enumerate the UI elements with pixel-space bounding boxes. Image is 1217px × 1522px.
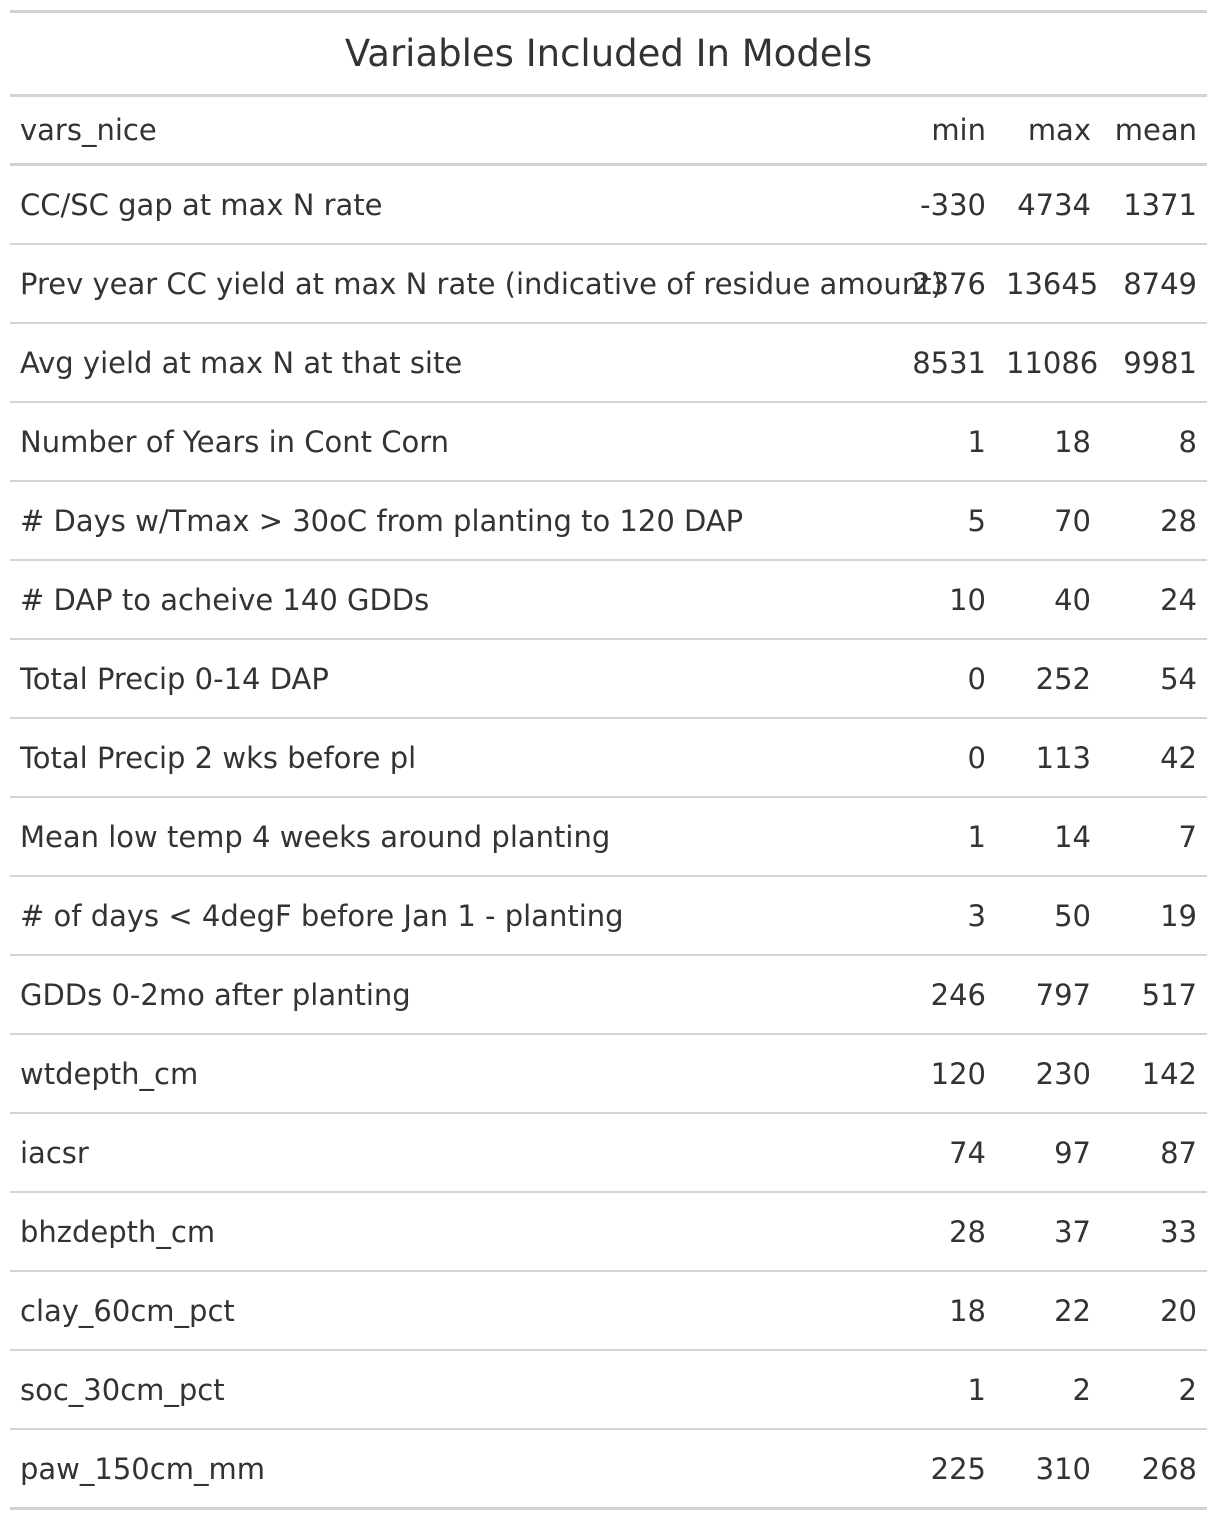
cell-vars-nice: soc_30cm_pct	[10, 1350, 910, 1430]
cell-min: 0	[910, 718, 996, 798]
cell-mean: 20	[1101, 1271, 1207, 1351]
data-table: vars_nice min max mean CC/SC gap at max …	[10, 97, 1207, 1510]
cell-mean: 517	[1101, 955, 1207, 1035]
cell-vars-nice: # DAP to acheive 140 GDDs	[10, 560, 910, 640]
cell-mean: 7	[1101, 797, 1207, 877]
cell-min: 225	[910, 1429, 996, 1510]
cell-mean: 24	[1101, 560, 1207, 640]
cell-max: 11086	[996, 323, 1101, 403]
table-row: Total Precip 0-14 DAP 0 252 54	[10, 639, 1207, 719]
table-row: soc_30cm_pct 1 2 2	[10, 1350, 1207, 1430]
cell-min: 8531	[910, 323, 996, 403]
cell-mean: 19	[1101, 876, 1207, 956]
cell-vars-nice: paw_150cm_mm	[10, 1429, 910, 1510]
cell-mean: 8749	[1101, 244, 1207, 324]
cell-vars-nice: Prev year CC yield at max N rate (indica…	[10, 244, 943, 324]
table-body: CC/SC gap at max N rate -330 4734 1371 Prev …	[10, 164, 1207, 1510]
cell-mean: 8	[1101, 402, 1207, 482]
cell-max: 22	[996, 1271, 1101, 1351]
cell-min: 2376	[910, 244, 996, 324]
table-row: # Days w/Tmax > 30oC from planting to 12…	[10, 481, 1207, 561]
cell-mean: 42	[1101, 718, 1207, 798]
cell-mean: 9981	[1101, 323, 1207, 403]
cell-vars-nice: bhzdepth_cm	[10, 1192, 910, 1272]
cell-mean: 87	[1101, 1113, 1207, 1193]
cell-vars-nice: # of days < 4degF before Jan 1 - plantin…	[10, 876, 910, 956]
table-row: Prev year CC yield at max N rate (indica…	[10, 244, 1207, 324]
cell-vars-nice: wtdepth_cm	[10, 1034, 910, 1114]
cell-max: 4734	[996, 164, 1101, 245]
cell-min: -330	[910, 164, 996, 245]
table-row: # DAP to acheive 140 GDDs 10 40 24	[10, 560, 1207, 640]
cell-vars-nice: Mean low temp 4 weeks around planting	[10, 797, 910, 877]
cell-vars-nice: Total Precip 0-14 DAP	[10, 639, 910, 719]
table-row: wtdepth_cm 120 230 142	[10, 1034, 1207, 1114]
table-row: Mean low temp 4 weeks around planting 1 14…	[10, 797, 1207, 877]
cell-max: 13645	[996, 244, 1101, 324]
cell-mean: 268	[1101, 1429, 1207, 1510]
cell-min: 28	[910, 1192, 996, 1272]
cell-min: 0	[910, 639, 996, 719]
cell-vars-nice: iacsr	[10, 1113, 910, 1193]
header-row: vars_nice min max mean	[10, 97, 1207, 166]
cell-mean: 54	[1101, 639, 1207, 719]
cell-max: 70	[996, 481, 1101, 561]
cell-max: 37	[996, 1192, 1101, 1272]
cell-mean: 142	[1101, 1034, 1207, 1114]
cell-min: 5	[910, 481, 996, 561]
cell-vars-nice: Total Precip 2 wks before pl	[10, 718, 910, 798]
cell-min: 1	[910, 797, 996, 877]
column-header-min: min	[910, 97, 996, 166]
cell-vars-nice: GDDs 0-2mo after planting	[10, 955, 910, 1035]
table-row: Number of Years in Cont Corn 1 18 8	[10, 402, 1207, 482]
cell-max: 40	[996, 560, 1101, 640]
cell-min: 120	[910, 1034, 996, 1114]
cell-min: 74	[910, 1113, 996, 1193]
table-row: clay_60cm_pct 18 22 20	[10, 1271, 1207, 1351]
cell-min: 246	[910, 955, 996, 1035]
variables-table: Variables Included In Models vars_nice m…	[10, 10, 1207, 1510]
table-row: GDDs 0-2mo after planting 246 797 517	[10, 955, 1207, 1035]
cell-max: 310	[996, 1429, 1101, 1510]
cell-vars-nice: CC/SC gap at max N rate	[10, 164, 910, 245]
cell-max: 97	[996, 1113, 1101, 1193]
cell-min: 1	[910, 402, 996, 482]
cell-vars-nice: Number of Years in Cont Corn	[10, 402, 910, 482]
cell-max: 230	[996, 1034, 1101, 1114]
cell-vars-nice: Avg yield at max N at that site	[10, 323, 910, 403]
table-row: iacsr 74 97 87	[10, 1113, 1207, 1193]
cell-max: 50	[996, 876, 1101, 956]
column-header-mean: mean	[1101, 97, 1207, 166]
cell-mean: 28	[1101, 481, 1207, 561]
cell-max: 14	[996, 797, 1101, 877]
cell-vars-nice: clay_60cm_pct	[10, 1271, 910, 1351]
cell-min: 1	[910, 1350, 996, 1430]
column-header-max: max	[996, 97, 1101, 166]
cell-mean: 2	[1101, 1350, 1207, 1430]
cell-max: 252	[996, 639, 1101, 719]
table-row: paw_150cm_mm 225 310 268	[10, 1429, 1207, 1510]
top-rule	[10, 10, 1207, 13]
cell-min: 3	[910, 876, 996, 956]
table-title: Variables Included In Models	[10, 13, 1207, 97]
table-row: Total Precip 2 wks before pl 0 113 42	[10, 718, 1207, 798]
table-row: Avg yield at max N at that site 8531 11086…	[10, 323, 1207, 403]
table-row: bhzdepth_cm 28 37 33	[10, 1192, 1207, 1272]
cell-max: 797	[996, 955, 1101, 1035]
cell-min: 10	[910, 560, 996, 640]
cell-mean: 33	[1101, 1192, 1207, 1272]
cell-max: 18	[996, 402, 1101, 482]
cell-vars-nice: # Days w/Tmax > 30oC from planting to 12…	[10, 481, 910, 561]
cell-mean: 1371	[1101, 164, 1207, 245]
cell-min: 18	[910, 1271, 996, 1351]
table-row: # of days < 4degF before Jan 1 - plantin…	[10, 876, 1207, 956]
cell-max: 2	[996, 1350, 1101, 1430]
column-header-vars-nice: vars_nice	[10, 97, 910, 166]
table-row: CC/SC gap at max N rate -330 4734 1371	[10, 164, 1207, 245]
cell-max: 113	[996, 718, 1101, 798]
